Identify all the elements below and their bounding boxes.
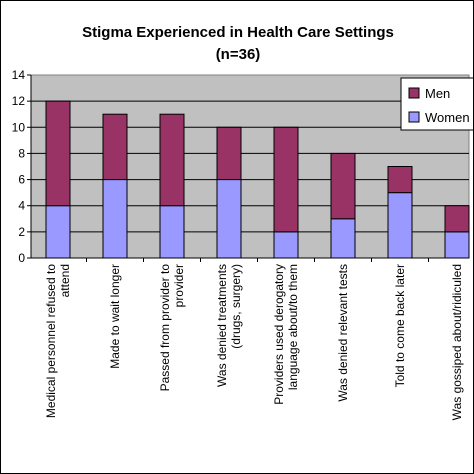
legend-label-women: Women: [425, 110, 470, 125]
category-label-line: Medical personnel refused to: [44, 264, 58, 418]
category-label-line: Passed from provider to: [158, 264, 172, 392]
bar-men-4: [273, 126, 299, 233]
bar-women-3: [216, 179, 242, 259]
bar-women-7: [444, 231, 470, 259]
y-tick-label: 10: [12, 120, 26, 134]
y-tick-label: 8: [18, 146, 25, 160]
bar-men-0: [45, 100, 71, 207]
category-label: Made to wait longer: [108, 264, 122, 369]
category-label-line: language about/to them: [286, 264, 300, 390]
bar-women-5: [330, 218, 356, 259]
category-label-line: Providers used derogatory: [272, 264, 286, 405]
category-label-line: Was gossiped about/ridiculed: [450, 264, 464, 420]
legend-swatch-women: [408, 111, 420, 123]
bar-women-0: [45, 205, 71, 259]
legend-swatch-men: [408, 87, 420, 99]
y-tick-label: 2: [18, 225, 25, 239]
bar-men-3: [216, 126, 242, 181]
category-label-line: Made to wait longer: [108, 264, 122, 369]
bar-men-1: [102, 113, 128, 181]
legend: Men Women: [400, 77, 473, 131]
chart-title: Stigma Experienced in Health Care Settin…: [82, 24, 394, 41]
y-tick-label: 0: [18, 251, 25, 265]
category-label-line: attend: [58, 264, 72, 297]
y-tick-label: 12: [12, 94, 26, 108]
bar-women-2: [159, 205, 185, 259]
category-label-line: provider: [172, 264, 186, 307]
category-label: Medical personnel refused to attend: [44, 264, 72, 418]
bar-women-6: [387, 192, 413, 259]
category-label: Passed from provider to provider: [158, 264, 186, 392]
bar-women-1: [102, 179, 128, 259]
y-tick-label: 6: [18, 173, 25, 187]
category-label-line: Was denied relevant tests: [336, 264, 350, 402]
bar-men-5: [330, 152, 356, 220]
category-label: Was denied treatments (drugs, surgery): [215, 264, 243, 387]
category-label-line: Told to come back later: [393, 264, 407, 387]
bar-men-6: [387, 166, 413, 194]
bar-women-4: [273, 231, 299, 259]
category-label: Was gossiped about/ridiculed: [450, 264, 464, 420]
category-label-line: Was denied treatments: [215, 264, 229, 387]
category-label-line: (drugs, surgery): [229, 264, 243, 349]
chart-subtitle: (n=36): [216, 46, 261, 63]
bars: [45, 100, 470, 262]
x-axis-labels: Medical personnel refused to attend Made t…: [44, 264, 464, 421]
category-label: Providers used derogatory language about/…: [272, 264, 300, 405]
legend-label-men: Men: [425, 86, 450, 101]
bar-men-7: [444, 205, 470, 233]
y-tick-label: 14: [12, 68, 26, 82]
category-label: Was denied relevant tests: [336, 264, 350, 402]
category-label: Told to come back later: [393, 264, 407, 387]
bar-men-2: [159, 113, 185, 207]
y-tick-label: 4: [18, 199, 25, 213]
